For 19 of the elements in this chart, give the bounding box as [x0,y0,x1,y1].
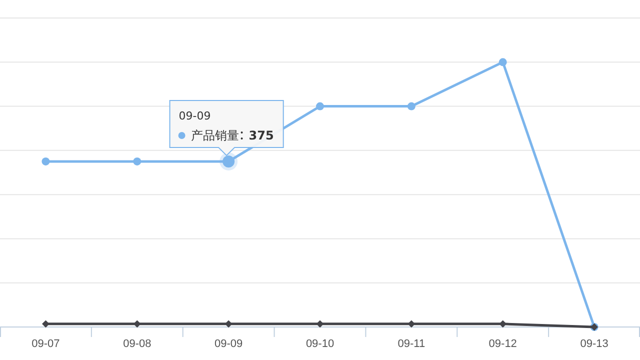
legend-label: 产品销量 [190,128,239,142]
x-tick-label: 09-10 [306,338,334,350]
x-tick-label: 09-09 [214,338,243,350]
point [42,320,50,328]
point [316,320,324,328]
point [42,157,50,166]
x-tick-label: 09-13 [580,338,608,350]
x-tick-label: 09-11 [398,338,426,350]
x-tick-label: 09-08 [123,338,152,350]
category-label: 09-09 [178,109,211,122]
point [407,102,416,110]
point [316,102,324,110]
data-label: 375 [248,128,274,142]
point [408,320,416,328]
point [498,58,507,66]
x-tick-label: 09-07 [32,338,60,350]
point [133,157,142,166]
x-tick-label: 09-12 [488,338,517,350]
point [224,320,232,328]
